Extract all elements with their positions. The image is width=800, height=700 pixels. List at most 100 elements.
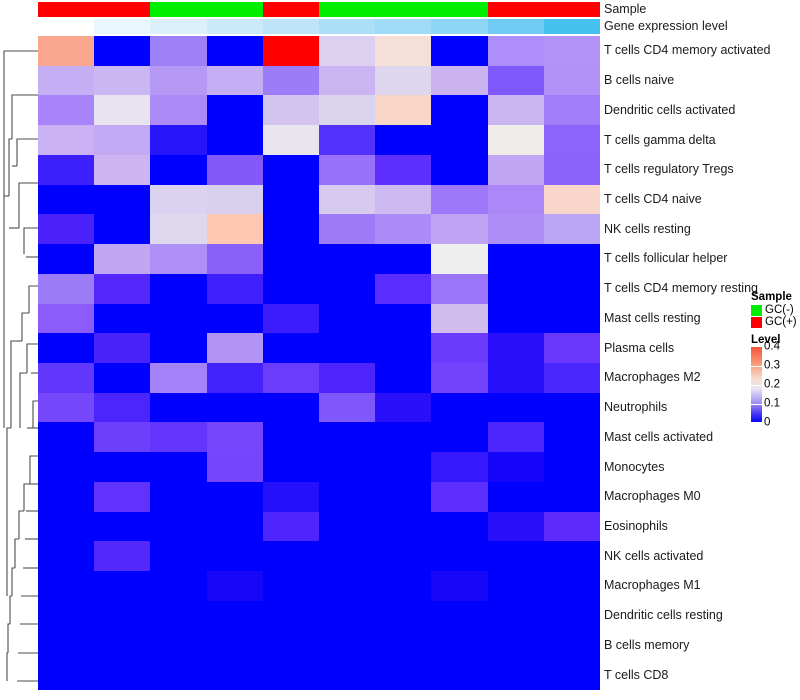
heatmap-cell bbox=[38, 541, 95, 572]
heatmap-cell bbox=[487, 600, 544, 631]
heatmap-cell bbox=[94, 541, 151, 572]
heatmap-cell bbox=[94, 600, 151, 631]
heatmap-cell bbox=[150, 481, 207, 512]
heatmap-cell bbox=[487, 273, 544, 304]
heatmap-cell bbox=[206, 481, 263, 512]
heatmap-cell bbox=[262, 571, 319, 601]
heatmap-cell bbox=[94, 303, 151, 334]
heatmap-cell bbox=[94, 125, 151, 155]
heatmap-cell bbox=[150, 422, 207, 453]
heatmap-cell bbox=[487, 571, 544, 601]
heatmap-cell bbox=[375, 125, 432, 155]
level-tick-label: 0.3 bbox=[764, 359, 780, 372]
heatmap-grid bbox=[38, 36, 600, 690]
heatmap-cell bbox=[94, 630, 151, 661]
heatmap-cell bbox=[375, 600, 432, 631]
heatmap-cell bbox=[431, 660, 488, 690]
heatmap-cell bbox=[94, 511, 151, 542]
heatmap-cell bbox=[319, 541, 376, 572]
heatmap-cell bbox=[206, 600, 263, 631]
heatmap-row-label: Plasma cells bbox=[604, 340, 675, 355]
heatmap-cell bbox=[431, 362, 488, 393]
heatmap-cell bbox=[375, 541, 432, 572]
heatmap-row-label: Mast cells resting bbox=[604, 310, 701, 325]
heatmap-cell bbox=[150, 244, 207, 274]
heatmap-cell bbox=[262, 36, 319, 66]
heatmap-cell bbox=[543, 511, 600, 542]
heatmap-cell bbox=[38, 154, 95, 185]
heatmap-cell bbox=[38, 660, 95, 690]
heatmap-row-label: Macrophages M0 bbox=[604, 489, 701, 504]
heatmap-row-label: Macrophages M1 bbox=[604, 578, 701, 593]
heatmap-cell bbox=[487, 452, 544, 482]
heatmap-cell bbox=[94, 184, 151, 215]
heatmap-cell bbox=[38, 571, 95, 601]
heatmap-cell bbox=[262, 214, 319, 245]
row-dendrogram bbox=[3, 50, 38, 682]
heatmap-cell bbox=[150, 95, 207, 126]
gene-expression-level-cell bbox=[262, 19, 320, 34]
heatmap-cell bbox=[487, 184, 544, 215]
heatmap-cell bbox=[431, 273, 488, 304]
heatmap-cell bbox=[38, 511, 95, 542]
heatmap-cell bbox=[150, 65, 207, 96]
heatmap-cell bbox=[262, 392, 319, 423]
heatmap-cell bbox=[150, 660, 207, 690]
sample-legend-key-label: GC(+) bbox=[765, 316, 797, 328]
gene-expression-level-cell bbox=[38, 19, 95, 34]
heatmap-cell bbox=[94, 214, 151, 245]
heatmap-cell bbox=[38, 95, 95, 126]
figure-legend: Sample GC(-) GC(+) Level 0.4 0.3 0.2 0.1 0 bbox=[751, 291, 800, 428]
heatmap-cell bbox=[375, 392, 432, 423]
heatmap-cell bbox=[319, 422, 376, 453]
heatmap-cell bbox=[319, 630, 376, 661]
heatmap-cell bbox=[319, 571, 376, 601]
heatmap-cell bbox=[431, 452, 488, 482]
heatmap-cell bbox=[38, 244, 95, 274]
heatmap-cell bbox=[319, 392, 376, 423]
sample-annotation-cell bbox=[543, 2, 601, 17]
heatmap-cell bbox=[150, 392, 207, 423]
heatmap-cell bbox=[206, 541, 263, 572]
sample-legend-key: GC(-) bbox=[751, 304, 800, 316]
heatmap-cell bbox=[543, 630, 600, 661]
heatmap-cell bbox=[262, 600, 319, 631]
sample-legend-title: Sample bbox=[751, 291, 792, 303]
heatmap-cell bbox=[262, 154, 319, 185]
level-tick-label: 0.2 bbox=[764, 378, 780, 391]
heatmap-cell bbox=[262, 303, 319, 334]
heatmap-cell bbox=[150, 125, 207, 155]
level-tick-label: 0 bbox=[764, 416, 771, 429]
heatmap-cell bbox=[543, 452, 600, 482]
heatmap-cell bbox=[262, 541, 319, 572]
heatmap-cell bbox=[487, 154, 544, 185]
gene-expression-level-annotation-bar bbox=[38, 19, 601, 34]
heatmap-cell bbox=[38, 125, 95, 155]
heatmap-cell bbox=[487, 125, 544, 155]
sample-annotation-cell bbox=[375, 2, 432, 17]
heatmap-cell bbox=[262, 481, 319, 512]
heatmap-cell bbox=[431, 600, 488, 631]
heatmap-cell bbox=[94, 452, 151, 482]
heatmap-cell bbox=[262, 95, 319, 126]
heatmap-cell bbox=[38, 273, 95, 304]
heatmap-cell bbox=[319, 660, 376, 690]
heatmap-cell bbox=[375, 333, 432, 363]
heatmap-cell bbox=[94, 481, 151, 512]
level-tick-mark bbox=[751, 366, 762, 367]
heatmap-cell bbox=[543, 125, 600, 155]
heatmap-cell bbox=[431, 422, 488, 453]
heatmap-cell bbox=[543, 154, 600, 185]
heatmap-cell bbox=[487, 660, 544, 690]
heatmap-cell bbox=[150, 273, 207, 304]
heatmap-cell bbox=[206, 125, 263, 155]
heatmap-cell bbox=[487, 303, 544, 334]
heatmap-cell bbox=[206, 95, 263, 126]
heatmap-cell bbox=[150, 214, 207, 245]
gene-expression-level-cell bbox=[150, 19, 207, 34]
heatmap-cell bbox=[38, 600, 95, 631]
heatmap-cell bbox=[543, 36, 600, 66]
heatmap-cell bbox=[262, 65, 319, 96]
sample-annotation-cell bbox=[150, 2, 207, 17]
heatmap-cell bbox=[262, 244, 319, 274]
